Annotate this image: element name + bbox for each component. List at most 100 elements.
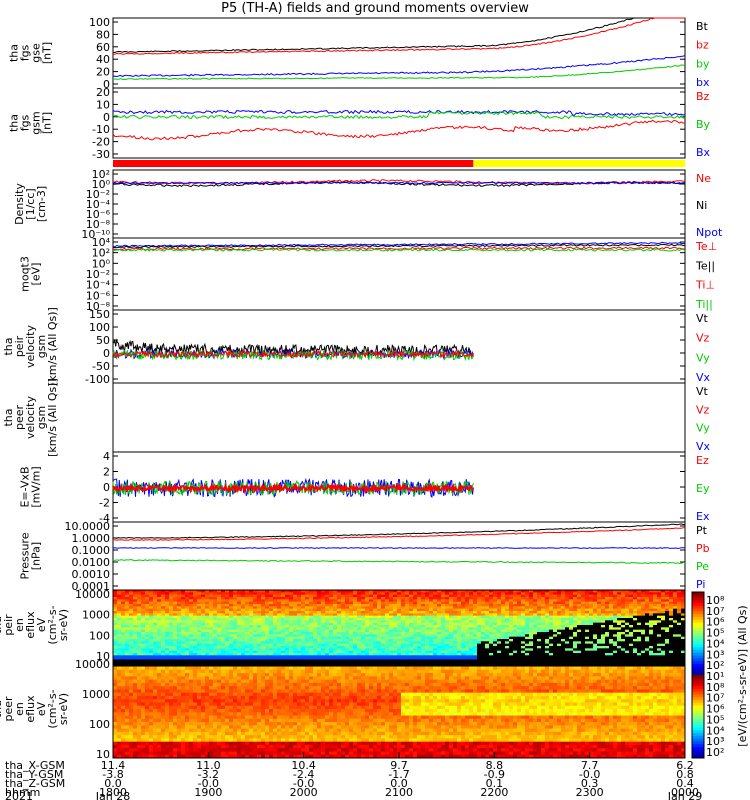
heatmap-peir-cell xyxy=(453,646,458,649)
heatmap-peir-cell xyxy=(445,648,450,651)
heatmap-peir-cell xyxy=(421,641,426,644)
heatmap-peer-cell xyxy=(137,751,142,756)
heatmap-peir-cell xyxy=(549,611,554,614)
heatmap-peir-cell xyxy=(277,646,282,649)
heatmap-peir-cell xyxy=(373,625,378,628)
heatmap-peir-cell xyxy=(565,618,570,621)
heatmap-peir-cell xyxy=(341,611,346,614)
heatmap-peir-cell xyxy=(569,657,574,661)
heatmap-peir-cell xyxy=(221,639,226,642)
heatmap-peir-cell xyxy=(213,601,218,605)
heatmap-peir-cell xyxy=(133,590,138,593)
heatmap-peir-cell xyxy=(625,608,630,612)
heatmap-peer-cell xyxy=(133,676,138,680)
heatmap-peir-cell xyxy=(425,618,430,621)
heatmap-peir-cell xyxy=(549,604,554,607)
heatmap-peir-cell xyxy=(305,611,310,614)
heatmap-peir-cell xyxy=(345,613,350,616)
heatmap-peir-cell xyxy=(473,608,478,612)
heatmap-peir-cell xyxy=(677,592,682,595)
heatmap-peir-cell xyxy=(677,611,682,614)
heatmap-peir-cell xyxy=(677,601,682,605)
heatmap-peir-cell xyxy=(573,599,578,602)
heatmap-peir-cell xyxy=(305,657,310,661)
heatmap-peir-cell xyxy=(501,615,506,619)
heatmap-peir-cell xyxy=(505,622,510,626)
heatmap-peir-cell xyxy=(285,632,290,635)
heatmap-peir-cell xyxy=(477,629,482,633)
heatmap-peir-cell xyxy=(673,615,678,619)
heatmap-peir-cell xyxy=(477,611,482,614)
heatmap-peir-cell xyxy=(493,648,498,651)
pb-line xyxy=(112,527,686,541)
heatmap-peir-cell xyxy=(129,592,134,595)
heatmap-peir-cell xyxy=(245,657,250,661)
heatmap-peir-cell xyxy=(329,627,334,630)
heatmap-peir-cell xyxy=(593,648,598,651)
heatmap-peir-cell xyxy=(193,632,198,635)
heatmap-peir-cell xyxy=(433,625,438,628)
heatmap-peir-cell xyxy=(673,599,678,602)
bx-line xyxy=(112,64,686,80)
heatmap-peir-cell xyxy=(461,643,466,647)
heatmap-peir-cell xyxy=(405,622,410,626)
panel-8-ytick: 10.0000 xyxy=(65,520,111,533)
heatmap-peir-cell xyxy=(253,597,258,600)
heatmap-peir-cell xyxy=(465,648,470,651)
heatmap-peir-cell xyxy=(149,653,154,656)
heatmap-peir-cell xyxy=(601,592,606,595)
heatmap-peir-cell xyxy=(369,604,374,607)
heatmap-peir-cell xyxy=(333,655,338,658)
heatmap-peir-cell xyxy=(609,615,614,619)
heatmap-peir-cell xyxy=(533,650,538,654)
heatmap-peir-cell xyxy=(249,650,254,654)
heatmap-peir-cell xyxy=(573,643,578,647)
heatmap-peir-cell xyxy=(529,597,534,600)
heatmap-peir-cell xyxy=(389,592,394,595)
heatmap-peir-cell xyxy=(273,641,278,644)
heatmap-peir-cell xyxy=(353,636,358,640)
heatmap-peir-cell xyxy=(569,629,574,633)
heatmap-peer-cell xyxy=(165,705,170,710)
heatmap-peir-cell xyxy=(509,608,514,612)
heatmap-peir-cell xyxy=(273,597,278,600)
heatmap-peir-cell xyxy=(577,627,582,630)
heatmap-peir-cell xyxy=(381,627,386,630)
heatmap-peir-cell xyxy=(417,641,422,644)
heatmap-peir-cell xyxy=(565,650,570,654)
heatmap-peir-cell xyxy=(377,592,382,595)
heatmap-peer-cell xyxy=(121,709,126,713)
heatmap-peir-cell xyxy=(225,604,230,607)
heatmap-peir-cell xyxy=(361,639,366,642)
heatmap-peir-cell xyxy=(221,590,226,593)
heatmap-peer-cell xyxy=(133,709,138,713)
heatmap-peir-cell xyxy=(197,648,202,651)
heatmap-peir-cell xyxy=(209,625,214,628)
heatmap-peir-cell xyxy=(473,653,478,656)
heatmap-peer-cell xyxy=(141,741,146,746)
heatmap-peir-cell xyxy=(285,650,290,654)
heatmap-peir-cell xyxy=(117,608,122,612)
heatmap-peir-cell xyxy=(665,627,670,630)
heatmap-peir-cell xyxy=(165,650,170,654)
heatmap-peir-cell xyxy=(621,620,626,623)
heatmap-peir-cell xyxy=(657,608,662,612)
heatmap-peer-cell xyxy=(165,731,170,736)
heatmap-peir-cell xyxy=(293,594,298,598)
heatmap-peir-cell xyxy=(265,597,270,600)
heatmap-peir-cell xyxy=(301,604,306,607)
panel-10-ylabel-line: en xyxy=(13,702,26,716)
heatmap-peir-cell xyxy=(457,655,462,658)
heatmap-peir-cell xyxy=(389,650,394,654)
heatmap-peir-cell xyxy=(337,648,342,651)
heatmap-peir-cell xyxy=(601,632,606,635)
heatmap-peir-cell xyxy=(409,594,414,598)
heatmap-peir-cell xyxy=(217,634,222,637)
heatmap-peir-cell xyxy=(645,592,650,595)
heatmap-peir-cell xyxy=(265,601,270,605)
heatmap-peir-cell xyxy=(489,625,494,628)
panel-6-ylabel-line: tha xyxy=(2,408,15,426)
heatmap-peir-cell xyxy=(257,608,262,612)
heatmap-peir-cell xyxy=(581,599,586,602)
heatmap-peir-cell xyxy=(209,646,214,649)
